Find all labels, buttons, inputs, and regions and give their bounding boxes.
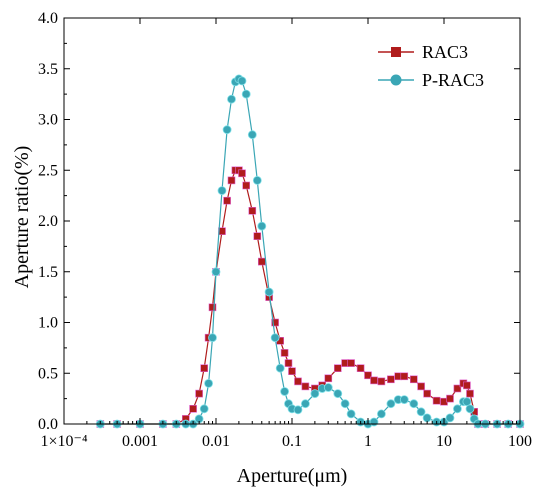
- data-point: [280, 387, 290, 396]
- data-point: [275, 363, 285, 373]
- data-point: [452, 404, 462, 414]
- axes-layer: 0.0 0.5 1.0 1.5 2.0 2.5 3.0 3.5 4.0 1×10⁻⁴ 0.001 0.…: [38, 10, 532, 450]
- data-point: [446, 394, 454, 403]
- data-point: [271, 318, 279, 327]
- data-point: [466, 389, 474, 398]
- data-point: [208, 303, 217, 312]
- data-point: [248, 207, 257, 215]
- data-point: [432, 396, 441, 405]
- y-tick-label: 0.0: [38, 416, 58, 433]
- data-point: [242, 181, 250, 190]
- data-point: [324, 374, 333, 383]
- data-point: [310, 389, 320, 399]
- data-point: [211, 267, 221, 277]
- series-layer: [95, 74, 525, 429]
- data-point: [423, 389, 431, 398]
- legend-marker: [391, 47, 401, 57]
- data-point: [416, 407, 426, 417]
- data-point: [270, 333, 280, 343]
- data-point: [247, 130, 257, 140]
- data-point: [288, 367, 296, 376]
- data-point: [347, 359, 355, 367]
- series-rac3: [96, 166, 524, 428]
- data-point: [369, 417, 379, 427]
- y-tick-label: 2.0: [38, 213, 58, 230]
- data-point: [217, 186, 227, 196]
- data-point: [223, 196, 231, 205]
- data-point: [257, 221, 267, 231]
- data-point: [463, 381, 471, 390]
- data-point: [227, 176, 236, 185]
- data-point: [200, 364, 208, 373]
- data-point: [400, 372, 409, 381]
- data-point: [387, 375, 395, 384]
- y-tick-label: 2.5: [38, 162, 58, 179]
- series-line-p-rac3: [100, 78, 520, 425]
- data-point: [257, 257, 266, 266]
- y-tick-label: 0.5: [38, 365, 58, 382]
- x-tick-label: 0.01: [202, 433, 230, 450]
- data-point: [370, 376, 378, 385]
- data-point: [222, 125, 232, 135]
- x-tick-label: 10: [436, 433, 452, 450]
- data-point: [333, 389, 343, 399]
- data-point: [340, 399, 350, 409]
- data-point: [364, 371, 372, 380]
- data-point: [227, 94, 236, 104]
- y-tick-label: 1.0: [38, 315, 58, 332]
- data-point: [199, 404, 209, 414]
- data-point: [237, 76, 247, 86]
- data-point: [386, 399, 396, 409]
- data-point: [376, 409, 386, 419]
- legend-label: P-RAC3: [422, 70, 484, 90]
- y-axis-title: Aperture ratio(%): [11, 146, 33, 289]
- data-point: [417, 382, 425, 391]
- data-point: [280, 349, 289, 357]
- x-tick-label: 100: [508, 433, 532, 450]
- data-point: [346, 409, 356, 419]
- y-tick-label: 4.0: [38, 10, 58, 27]
- data-point: [252, 175, 262, 185]
- data-point: [399, 395, 409, 405]
- data-point: [422, 413, 432, 423]
- data-point: [409, 399, 419, 409]
- data-point: [284, 359, 293, 367]
- series-p-rac3: [95, 74, 525, 429]
- data-point: [238, 169, 246, 178]
- data-point: [300, 399, 310, 409]
- data-point: [301, 382, 310, 391]
- legend: RAC3 P-RAC3: [378, 42, 484, 90]
- data-point: [264, 287, 274, 297]
- y-tick-label: 3.5: [38, 61, 58, 78]
- legend-item-p-rac3: P-RAC3: [378, 70, 484, 90]
- data-point: [453, 384, 462, 393]
- legend-item-rac3: RAC3: [378, 42, 468, 62]
- data-point: [465, 404, 475, 414]
- x-tick-label: 0.001: [122, 433, 158, 450]
- data-point: [241, 89, 251, 99]
- data-point: [294, 377, 302, 386]
- legend-marker: [390, 74, 402, 86]
- y-tick-label: 3.0: [38, 112, 58, 129]
- data-point: [204, 378, 214, 388]
- data-point: [253, 232, 262, 240]
- data-point: [293, 405, 303, 415]
- data-point: [445, 413, 455, 423]
- x-tick-label: 1: [364, 433, 372, 450]
- x-axis-title: Aperture(μm): [237, 465, 348, 487]
- x-tick-label: 0.1: [282, 433, 302, 450]
- data-point: [356, 364, 365, 373]
- data-point: [189, 404, 197, 413]
- y-tick-label: 1.5: [38, 264, 58, 281]
- data-point: [409, 375, 418, 384]
- data-point: [323, 383, 333, 392]
- data-point: [195, 389, 203, 398]
- data-point: [333, 364, 342, 373]
- x-tick-label: 1×10⁻⁴: [40, 433, 87, 450]
- legend-label: RAC3: [422, 42, 468, 62]
- data-point: [208, 333, 217, 343]
- data-point: [377, 377, 386, 386]
